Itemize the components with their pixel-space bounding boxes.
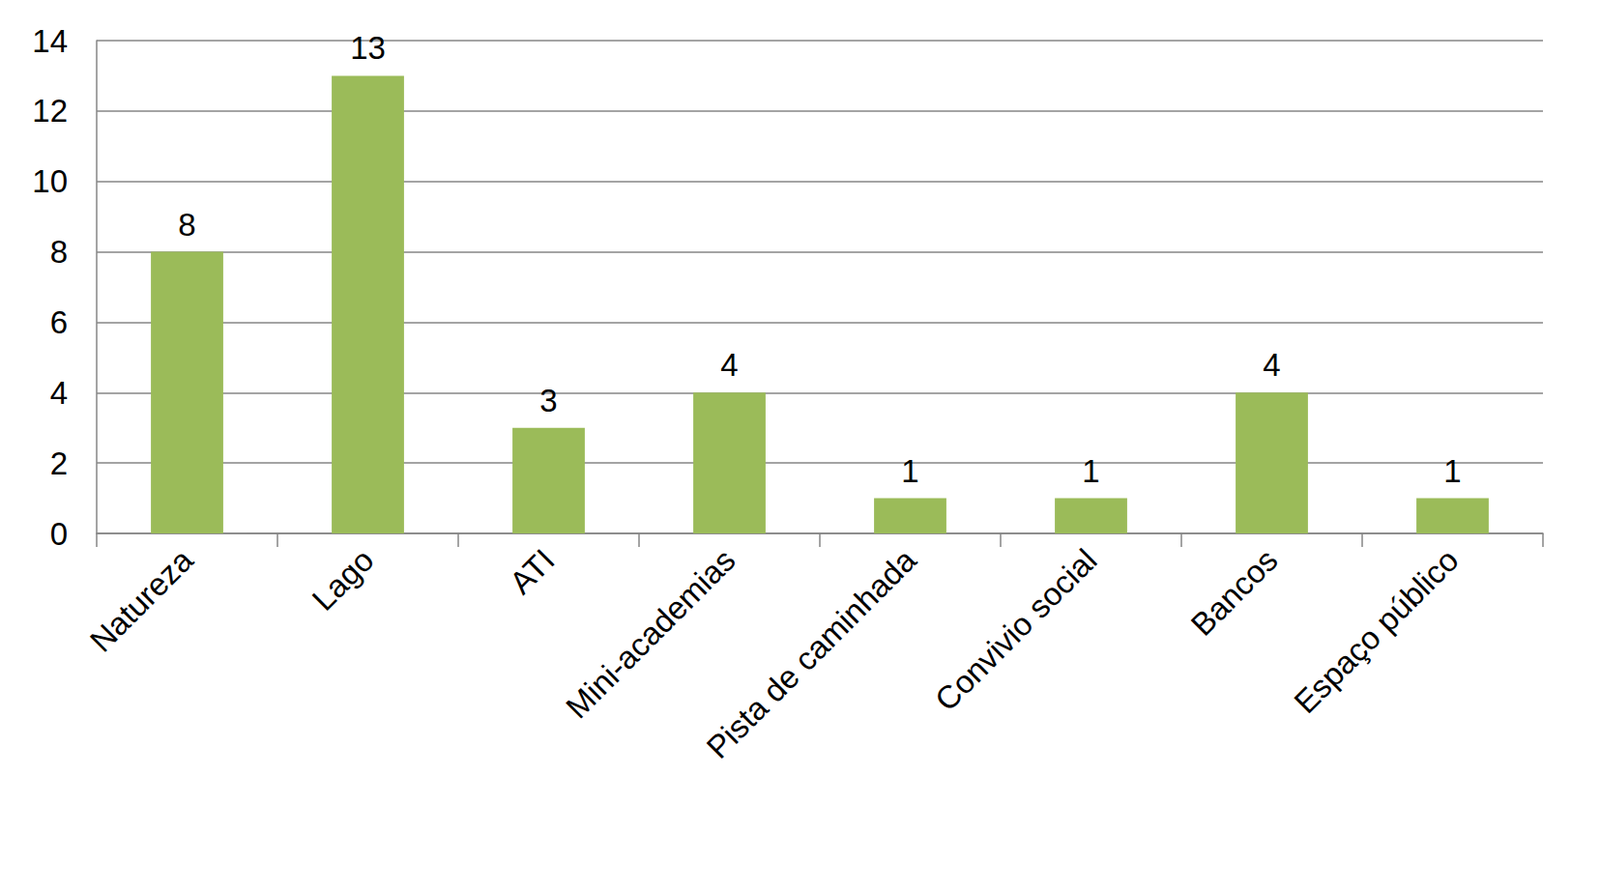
svg-text:14: 14 — [31, 23, 68, 59]
svg-text:0: 0 — [50, 516, 68, 553]
svg-text:4: 4 — [50, 375, 68, 411]
svg-text:1: 1 — [1081, 453, 1100, 490]
svg-text:Espaço público: Espaço público — [1286, 542, 1465, 721]
svg-text:Mini-academias: Mini-academias — [558, 542, 742, 726]
svg-text:12: 12 — [31, 92, 68, 129]
svg-text:4: 4 — [720, 347, 738, 383]
svg-text:Natureza: Natureza — [83, 541, 201, 659]
svg-text:Lago: Lago — [305, 542, 381, 618]
svg-text:1: 1 — [901, 453, 919, 490]
svg-text:8: 8 — [177, 206, 196, 243]
svg-text:2: 2 — [50, 445, 68, 482]
svg-text:3: 3 — [539, 382, 557, 419]
svg-text:1: 1 — [1443, 453, 1461, 490]
svg-text:4: 4 — [1262, 347, 1280, 383]
svg-text:Bancos: Bancos — [1184, 542, 1285, 643]
svg-text:8: 8 — [50, 233, 68, 270]
svg-text:10: 10 — [31, 163, 68, 200]
svg-text:Convivio social: Convivio social — [928, 542, 1105, 719]
svg-text:6: 6 — [50, 304, 68, 341]
svg-text:Pista de caminhada: Pista de caminhada — [699, 541, 924, 765]
svg-text:13: 13 — [349, 29, 386, 66]
svg-text:ATI: ATI — [502, 542, 562, 602]
